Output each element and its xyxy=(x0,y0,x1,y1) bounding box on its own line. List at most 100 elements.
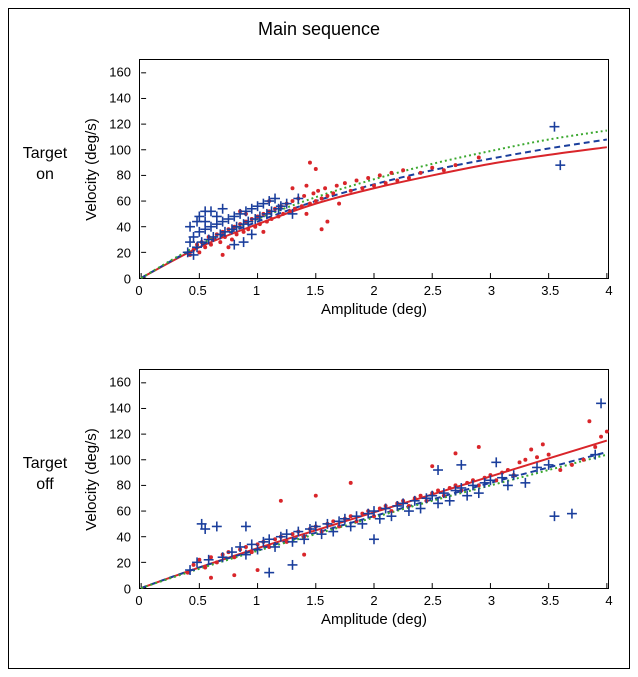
data-point-red xyxy=(261,230,265,234)
data-point-red xyxy=(401,168,405,172)
fit-curve xyxy=(141,131,607,278)
data-point-blue xyxy=(212,521,222,531)
data-point-blue xyxy=(264,196,274,206)
data-point-red xyxy=(300,204,304,208)
xtick-label: 3.5 xyxy=(541,283,559,298)
data-point-red xyxy=(302,553,306,557)
data-point-blue xyxy=(206,222,216,232)
xtick-label: 0 xyxy=(135,283,142,298)
data-point-red xyxy=(599,435,603,439)
data-point-blue xyxy=(293,194,303,204)
data-point-red xyxy=(477,155,481,159)
data-point-red xyxy=(436,489,440,493)
ytick-label: 20 xyxy=(117,556,131,571)
data-point-blue xyxy=(369,534,379,544)
data-point-red xyxy=(230,238,234,242)
data-point-blue xyxy=(253,201,263,211)
data-point-blue xyxy=(550,122,560,132)
data-point-red xyxy=(587,419,591,423)
data-point-blue xyxy=(224,214,234,224)
data-point-red xyxy=(320,197,324,201)
data-point-red xyxy=(593,445,597,449)
data-point-red xyxy=(448,486,452,490)
ytick-label: 60 xyxy=(117,504,131,519)
data-point-red xyxy=(221,253,225,257)
data-point-red xyxy=(518,460,522,464)
data-point-blue xyxy=(276,201,286,211)
data-point-red xyxy=(320,227,324,231)
row-label-top: Targeton xyxy=(15,144,75,186)
xtick-label: 2 xyxy=(370,283,377,298)
main-title: Main sequence xyxy=(9,19,629,40)
data-point-red xyxy=(186,571,190,575)
ytick-label: 0 xyxy=(124,272,131,287)
data-point-red xyxy=(360,186,364,190)
data-point-blue xyxy=(247,539,257,549)
data-point-blue xyxy=(550,511,560,521)
data-point-red xyxy=(265,220,269,224)
data-point-red xyxy=(192,563,196,567)
data-point-red xyxy=(465,481,469,485)
data-point-red xyxy=(209,576,213,580)
ytick-label: 120 xyxy=(109,116,131,131)
data-point-red xyxy=(384,181,388,185)
data-point-red xyxy=(454,163,458,167)
xtick-label: 2 xyxy=(370,593,377,608)
row-label-text: Targetoff xyxy=(23,455,67,493)
ytick-label: 0 xyxy=(124,582,131,597)
data-point-red xyxy=(270,217,274,221)
data-point-red xyxy=(547,453,551,457)
data-point-blue xyxy=(200,217,210,227)
xtick-label: 1 xyxy=(253,283,260,298)
figure-frame: Main sequence Targeton Velocity (deg/s) … xyxy=(8,8,630,669)
data-point-blue xyxy=(218,204,228,214)
data-point-blue xyxy=(239,237,249,247)
data-point-red xyxy=(209,555,213,559)
data-point-red xyxy=(256,568,260,572)
data-point-red xyxy=(242,230,246,234)
plot-area-bottom xyxy=(139,369,609,589)
row-label-bottom: Targetoff xyxy=(15,454,75,496)
data-point-red xyxy=(291,199,295,203)
data-point-red xyxy=(215,560,219,564)
data-point-red xyxy=(430,166,434,170)
plot-svg-bottom xyxy=(140,370,608,588)
data-point-red xyxy=(605,430,609,434)
data-point-red xyxy=(570,463,574,467)
data-point-red xyxy=(349,481,353,485)
data-point-red xyxy=(419,171,423,175)
data-point-red xyxy=(558,468,562,472)
xtick-label: 2.5 xyxy=(424,283,442,298)
data-point-blue xyxy=(456,460,466,470)
data-point-red xyxy=(314,167,318,171)
fit-curve xyxy=(141,455,607,588)
ytick-label: 140 xyxy=(109,400,131,415)
data-point-red xyxy=(232,573,236,577)
data-point-blue xyxy=(218,217,228,227)
data-point-red xyxy=(279,499,283,503)
data-point-red xyxy=(232,555,236,559)
data-point-blue xyxy=(206,206,216,216)
data-point-red xyxy=(258,222,262,226)
data-point-blue xyxy=(433,465,443,475)
xtick-label: 1.5 xyxy=(306,283,324,298)
xlabel-top: Amplitude (deg) xyxy=(139,301,609,318)
data-point-red xyxy=(246,227,250,231)
data-point-red xyxy=(288,209,292,213)
data-point-red xyxy=(523,458,527,462)
data-point-red xyxy=(311,191,315,195)
ytick-label: 160 xyxy=(109,64,131,79)
data-point-red xyxy=(304,184,308,188)
data-point-red xyxy=(389,171,393,175)
data-point-blue xyxy=(590,450,600,460)
ylabel-text: Velocity (deg/s) xyxy=(83,118,100,221)
data-point-blue xyxy=(462,491,472,501)
data-point-red xyxy=(337,202,341,206)
xtick-label: 2.5 xyxy=(424,593,442,608)
data-point-red xyxy=(477,445,481,449)
data-point-red xyxy=(349,189,353,193)
data-point-blue xyxy=(264,568,274,578)
data-point-red xyxy=(316,189,320,193)
data-point-red xyxy=(293,207,297,211)
ylabel-top: Velocity (deg/s) xyxy=(81,59,101,279)
